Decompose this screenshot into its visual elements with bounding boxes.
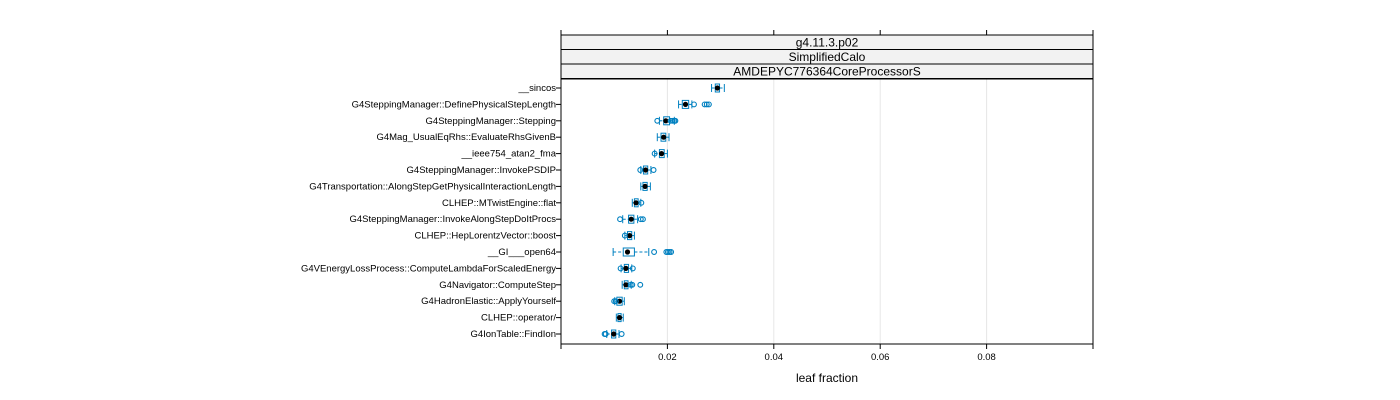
strip-headers: g4.11.3.p02SimplifiedCaloAMDEPYC776364Co… xyxy=(560,34,1094,79)
outlier-point xyxy=(621,232,628,239)
y-tick-label: CLHEP::MTwistEngine::flat xyxy=(442,198,556,209)
median-point xyxy=(663,118,669,124)
box-row-2 xyxy=(678,99,712,109)
outlier-point xyxy=(651,249,658,255)
median-point xyxy=(627,233,633,239)
outlier-point xyxy=(705,101,712,108)
y-tick-label: G4Transportation::AlongStepGetPhysicalIn… xyxy=(309,181,556,192)
strip-header-label-2: SimplifiedCalo xyxy=(789,50,866,64)
outlier-point xyxy=(618,331,625,337)
box-row-10 xyxy=(621,231,635,241)
outlier-point xyxy=(668,249,675,255)
median-point xyxy=(642,167,649,173)
box-row-3 xyxy=(654,116,679,126)
y-tick-label: G4SteppingManager::Stepping xyxy=(426,116,556,127)
median-point xyxy=(623,282,629,288)
median-point xyxy=(624,249,631,255)
box-row-4 xyxy=(656,132,670,142)
y-tick-label: __sincos xyxy=(518,83,557,94)
median-point xyxy=(623,265,629,271)
outlier-point xyxy=(637,167,644,173)
outlier-point xyxy=(637,281,644,288)
outlier-point xyxy=(654,117,661,124)
median-point xyxy=(628,216,634,222)
x-tick-label-2: 0.04 xyxy=(765,352,784,363)
box-row-13 xyxy=(621,280,644,290)
median-point xyxy=(658,151,665,157)
box-row-14 xyxy=(611,296,625,306)
y-tick-label: G4SteppingManager::InvokeAlongStepDoItPr… xyxy=(350,214,557,225)
y-tick-label: CLHEP::HepLorentzVector::boost xyxy=(414,231,556,242)
y-axis-labels: __sincosG4SteppingManager::DefinePhysica… xyxy=(301,83,561,340)
y-tick-label: G4Navigator::ComputeStep xyxy=(439,280,556,291)
median-point xyxy=(682,101,689,107)
x-axis: 0.02 0.04 0.06 0.08 xyxy=(560,30,1094,363)
grid-lines xyxy=(666,79,988,344)
x-tick-label-1: 0.02 xyxy=(658,352,677,363)
box-row-16 xyxy=(601,329,625,339)
outlier-point xyxy=(612,298,619,305)
box xyxy=(681,99,690,109)
outlier-point xyxy=(639,216,646,223)
box-row-7 xyxy=(640,181,651,191)
strip-header-label-1: g4.11.3.p02 xyxy=(796,36,859,50)
box-series xyxy=(601,83,725,339)
box xyxy=(628,214,635,224)
outlier-point xyxy=(703,101,710,108)
x-axis-title: leaf fraction xyxy=(796,371,858,385)
box-row-15 xyxy=(615,313,624,323)
median-point xyxy=(616,315,623,321)
y-tick-label: G4HadronElastic::ApplyYourself xyxy=(421,296,556,307)
y-tick-label: G4SteppingManager::DefinePhysicalStepLen… xyxy=(352,99,556,110)
y-tick-label: CLHEP::operator/ xyxy=(481,313,556,324)
outlier-point xyxy=(638,199,645,206)
box-row-12 xyxy=(617,263,636,273)
box-row-9 xyxy=(617,214,646,224)
median-point xyxy=(714,85,721,91)
box xyxy=(622,247,635,257)
y-tick-label: G4IonTable::FindIon xyxy=(470,329,556,340)
box-row-11 xyxy=(612,247,675,257)
panel-border xyxy=(560,78,1094,345)
outlier-point xyxy=(617,216,624,223)
outlier-point xyxy=(629,265,636,272)
outlier-point xyxy=(637,216,644,223)
box-row-6 xyxy=(637,165,657,175)
y-tick-label: __ieee754_atan2_fma xyxy=(460,149,556,160)
outlier-point xyxy=(629,281,636,288)
outlier-point xyxy=(672,117,679,124)
y-tick-label: G4SteppingManager::InvokePSDIP xyxy=(407,165,556,176)
median-point xyxy=(642,183,648,189)
y-tick-label: G4Mag_UsualEqRhs::EvaluateRhsGivenB xyxy=(376,132,556,143)
box-row-8 xyxy=(631,198,645,208)
outlier-point xyxy=(617,265,624,272)
strip-header-label-3: AMDEPYC776364CoreProcessorS xyxy=(733,65,920,79)
outlier-point xyxy=(650,167,657,173)
x-tick-label-3: 0.06 xyxy=(871,352,890,363)
median-point xyxy=(611,331,617,337)
box-row-1 xyxy=(711,83,725,93)
outlier-point xyxy=(691,101,697,108)
outlier-point xyxy=(651,150,658,157)
y-tick-label: __GI___open64 xyxy=(487,247,556,258)
outlier-point xyxy=(602,331,609,337)
box-row-5 xyxy=(651,149,668,159)
y-tick-label: G4VEnergyLossProcess::ComputeLambdaForSc… xyxy=(301,263,556,274)
x-tick-label-4: 0.08 xyxy=(977,352,996,363)
median-point xyxy=(661,134,667,140)
median-point xyxy=(633,200,639,206)
